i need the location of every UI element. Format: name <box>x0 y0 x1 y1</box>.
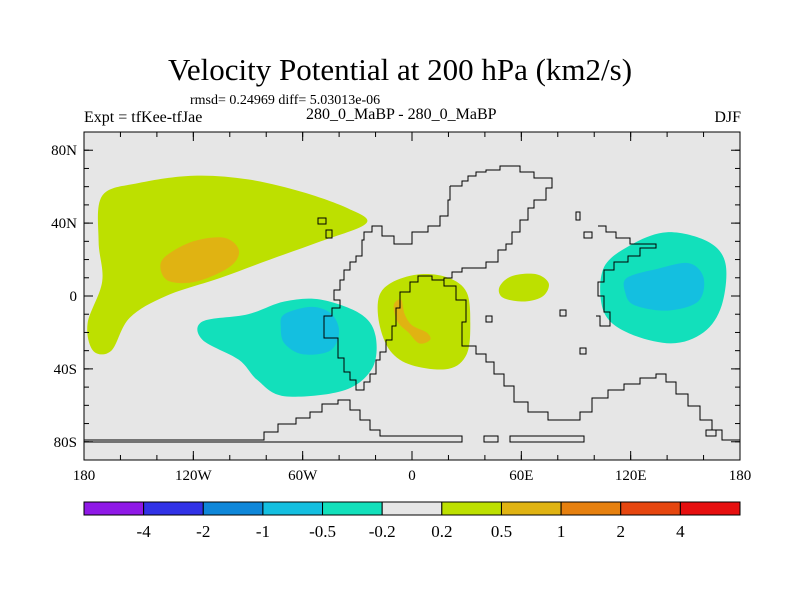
colorbar-label: -0.2 <box>369 522 396 541</box>
coastline-europe-africa <box>323 186 451 391</box>
contour-region-5 <box>393 299 431 344</box>
x-tick-label: 120E <box>615 468 647 484</box>
colorbar-swatch <box>143 501 204 516</box>
colorbar-label: -1 <box>256 522 270 541</box>
chart-title: Velocity Potential at 200 hPa (km2/s) <box>167 52 633 87</box>
colorbar-swatch <box>202 501 264 516</box>
contour-region-3 <box>280 306 340 355</box>
stats-label: rmsd= 0.24969 diff= 5.03013e-06 <box>190 93 381 108</box>
coastline-antarctica <box>84 399 463 443</box>
colorbar-label: 0.5 <box>491 522 512 541</box>
colorbar-swatch <box>83 501 145 516</box>
contour-region-6 <box>498 273 549 302</box>
colorbar-label: 2 <box>616 522 625 541</box>
colorbar-label: -0.5 <box>309 522 336 541</box>
coastline-asia-east <box>575 211 657 327</box>
experiment-label: Expt = tfKee-tfJae <box>84 109 203 126</box>
colorbar-swatch <box>381 501 443 516</box>
y-tick-label: 40N <box>51 216 77 232</box>
x-tick-label: 120W <box>175 468 213 484</box>
colorbar-label: -2 <box>196 522 210 541</box>
x-tick-label: 0 <box>408 468 416 484</box>
coastlines <box>84 165 740 443</box>
colorbar-swatch <box>620 501 681 516</box>
season-label: DJF <box>714 109 741 126</box>
x-tick-label: 180 <box>73 468 96 484</box>
axis-ticks: 180 120W 60W 0 60E 120E 180 80N 40N 0 40S 80S <box>51 131 752 484</box>
colorbar-label: -4 <box>137 522 152 541</box>
x-tick-label: 60W <box>288 468 318 484</box>
y-tick-label: 0 <box>70 289 78 305</box>
contour-region-8 <box>623 262 705 311</box>
coastline-islands <box>317 217 587 355</box>
colorbar-swatch <box>262 501 324 516</box>
x-tick-label: 180 <box>729 468 752 484</box>
contour-region-4 <box>377 273 471 370</box>
y-tick-label: 40S <box>54 362 77 378</box>
contour-region-1 <box>160 237 240 284</box>
colorbar-swatch <box>679 501 741 516</box>
colorbar-label: 4 <box>676 522 685 541</box>
colorbar: -4 -2 -1 -0.5 -0.2 0.2 0.5 1 2 4 <box>83 501 741 541</box>
colorbar-swatch <box>322 501 383 516</box>
x-tick-label: 60E <box>509 468 533 484</box>
colorbar-label: 0.2 <box>431 522 452 541</box>
y-tick-label: 80N <box>51 143 77 159</box>
colorbar-swatch <box>441 501 502 516</box>
colorbar-swatch <box>500 501 562 516</box>
colorbar-label: 1 <box>557 522 566 541</box>
experiments-label: 280_0_MaBP - 280_0_MaBP <box>306 106 497 123</box>
coastline-americas <box>443 165 740 441</box>
colorbar-swatch <box>560 501 622 516</box>
y-tick-label: 80S <box>54 435 77 451</box>
coastline-antarctica-east <box>483 429 717 443</box>
